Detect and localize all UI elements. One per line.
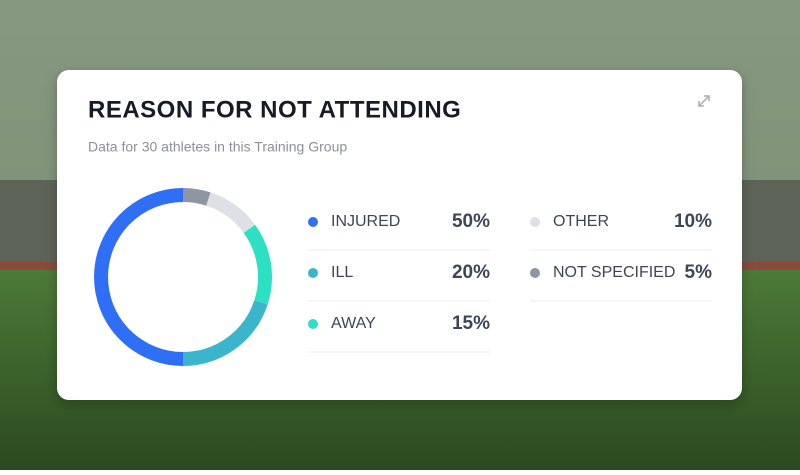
legend-value: 15% <box>452 313 490 334</box>
expand-icon[interactable] <box>698 95 710 107</box>
legend-swatch <box>530 268 540 278</box>
donut-segment <box>182 188 211 206</box>
legend-label: NOT SPECIFIED <box>553 264 675 281</box>
card-subtitle: Data for 30 athletes in this Training Gr… <box>88 139 347 155</box>
legend-value: 50% <box>452 211 490 232</box>
legend-label: OTHER <box>553 213 609 230</box>
legend-value: 5% <box>685 262 713 283</box>
legend-swatch <box>308 319 318 329</box>
legend-label: ILL <box>331 264 353 281</box>
legend-swatch <box>308 217 318 227</box>
legend-label: INJURED <box>331 213 400 230</box>
donut-segment <box>182 299 268 366</box>
donut-segment <box>205 192 256 234</box>
legend-swatch <box>530 217 540 227</box>
legend-label: AWAY <box>331 315 376 332</box>
donut-chart <box>94 188 272 366</box>
legend-swatch <box>308 268 318 278</box>
legend: INJURED 50% ILL 20% AWAY 15% OTHER 10% NOT SPECI… <box>308 211 713 353</box>
card <box>57 70 742 400</box>
legend-value: 20% <box>452 262 490 283</box>
legend-value: 10% <box>674 211 712 232</box>
card-title: REASON FOR NOT ATTENDING <box>88 96 461 123</box>
donut-segment <box>243 224 272 305</box>
donut-segment <box>94 188 184 366</box>
